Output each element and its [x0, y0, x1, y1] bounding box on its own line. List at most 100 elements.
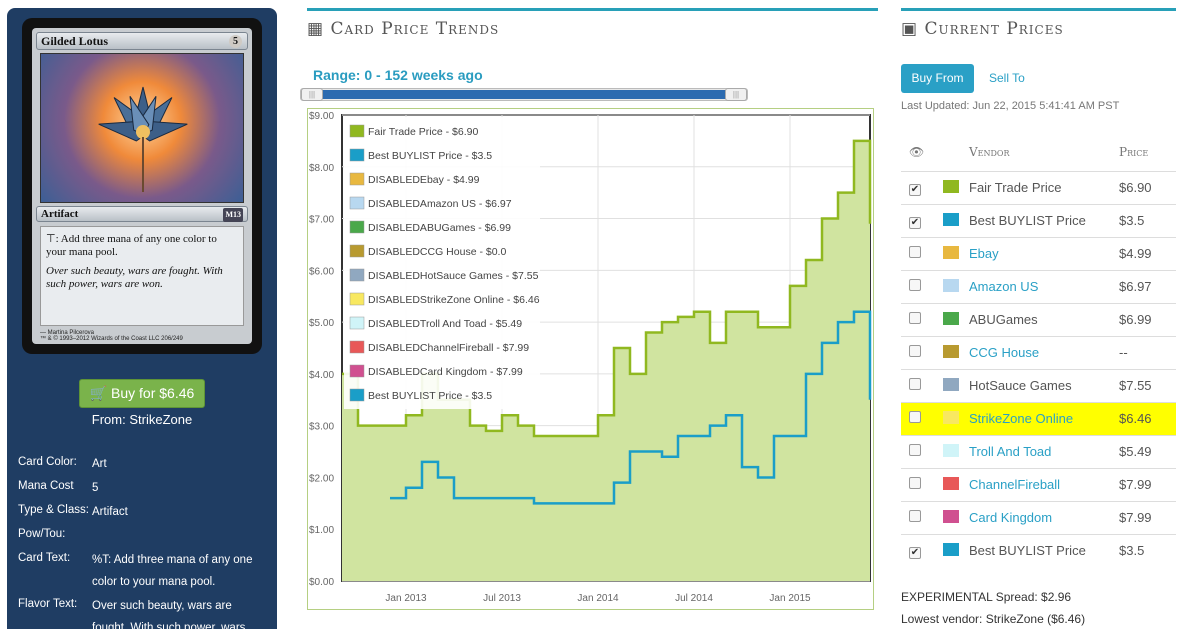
vendor-checkbox-cell [901, 302, 941, 336]
vendor-checkbox[interactable]: ✔ [909, 546, 921, 559]
vendor-checkbox[interactable] [909, 444, 921, 456]
attr-value-text: %T: Add three mana of any one color to y… [92, 554, 253, 588]
attr-label-text: Card Text: [18, 552, 71, 564]
vendor-color-swatch [943, 311, 959, 325]
card-rules-text: ⊤: Add three mana of any one color to yo… [46, 233, 217, 258]
vendor-link[interactable]: CCG House [969, 345, 1040, 360]
vendor-color-swatch [943, 212, 959, 226]
vendor-price: $4.99 [1119, 236, 1176, 270]
vendor-link[interactable]: Ebay [969, 246, 999, 261]
y-tick-label: $6.00 [309, 266, 334, 277]
vendor-link[interactable]: Card Kingdom [969, 510, 1053, 525]
card-copyright: ™ & © 1993–2012 Wizards of the Coast LLC… [40, 336, 183, 342]
legend-swatch [349, 340, 365, 354]
eye-icon: 👁 [909, 145, 925, 160]
card-artist: — Martina Pilcerova [40, 330, 95, 336]
x-tick-label: Jul 2014 [675, 593, 713, 604]
range-slider-right-handle[interactable]: ||| [725, 88, 747, 101]
vendor-name: ABUGames [969, 312, 1038, 327]
vendor-checkbox[interactable] [909, 279, 921, 291]
vendor-checkbox-cell: ✔ [901, 170, 941, 204]
buy-button[interactable]: 🛒 Buy for $6.46 [79, 379, 205, 408]
vendor-checkbox[interactable]: ✔ [909, 183, 921, 196]
buy-from-label: From: StrikeZone [91, 412, 193, 427]
y-tick-label: $7.00 [309, 215, 334, 226]
vendor-link[interactable]: Amazon US [969, 279, 1039, 294]
card-footer: — Martina Pilcerova ™ & © 1993–2012 Wiza… [40, 330, 183, 342]
vendor-link[interactable]: ChannelFireball [969, 477, 1061, 492]
card-type: Artifact [41, 208, 79, 220]
vendor-checkbox[interactable]: ✔ [909, 216, 921, 229]
legend-entry: DISABLEDCCG House - $0.0 [368, 246, 506, 258]
spread-text: EXPERIMENTAL Spread: $2.96 [901, 590, 1072, 604]
vendor-color-cell [941, 203, 969, 237]
range-slider[interactable]: ||| ||| [300, 88, 748, 101]
vendor-color-cell [941, 170, 969, 204]
range-slider-fill [311, 90, 737, 99]
vendor-name-cell: Troll And Toad [969, 434, 1119, 468]
card-title-bar: Gilded Lotus 5 [36, 32, 248, 50]
vendor-row: ✔ Best BUYLIST Price $3.5 [901, 533, 1176, 567]
vendor-checkbox-cell: ✔ [901, 203, 941, 237]
card-panel: Gilded Lotus 5 [7, 8, 277, 629]
vendor-checkbox[interactable] [909, 477, 921, 489]
vendor-name-cell: Best BUYLIST Price [969, 203, 1119, 237]
vendor-color-swatch [943, 278, 959, 292]
vendor-table-body: ✔ Fair Trade Price $6.90 ✔ Best BUYLIST Pric… [901, 170, 1176, 567]
vendor-price: $7.55 [1119, 368, 1176, 402]
price-chart-svg: $0.00 $1.00 $2.00 $3.00 $4.00 $5.00 $6.00 $7.00… [309, 111, 872, 604]
vendor-color-swatch [943, 344, 959, 358]
vendor-checkbox-cell [901, 335, 941, 369]
vendor-row: Amazon US $6.97 [901, 269, 1176, 303]
legend-entry: Best BUYLIST Price - $3.5 [368, 150, 492, 162]
vendor-color-cell [941, 434, 969, 468]
x-tick-label: Jan 2013 [385, 593, 427, 604]
vendor-color-swatch [943, 245, 959, 259]
card-face: Gilded Lotus 5 [32, 28, 252, 344]
legend-swatch [349, 244, 365, 258]
card-image: Gilded Lotus 5 [22, 18, 262, 354]
vendor-row: Troll And Toad $5.49 [901, 434, 1176, 468]
fair-trade-area [342, 140, 870, 581]
last-updated: Last Updated: Jun 22, 2015 5:41:41 AM PS… [901, 100, 1120, 112]
color-column-header [941, 134, 969, 172]
legend-box [344, 117, 540, 409]
legend-entry: DISABLEDAmazon US - $6.97 [368, 198, 512, 210]
vendor-color-swatch [943, 443, 959, 457]
vendor-color-cell [941, 335, 969, 369]
buy-button-label: Buy for $6.46 [111, 385, 195, 401]
vendor-link[interactable]: StrikeZone Online [969, 411, 1074, 426]
vendor-checkbox[interactable] [909, 345, 921, 357]
table-header-row: 👁 Vendor Price [901, 134, 1176, 172]
vendor-price: $7.99 [1119, 500, 1176, 534]
range-label: Range: 0 - 152 weeks ago [313, 67, 483, 83]
card-artwork [40, 53, 244, 203]
attr-label-mana: Mana Cost [18, 480, 74, 492]
vendor-checkbox[interactable] [909, 378, 921, 390]
attr-label-color: Card Color: [18, 456, 77, 468]
legend-entry: DISABLEDCard Kingdom - $7.99 [368, 366, 523, 378]
vendor-checkbox[interactable] [909, 411, 921, 423]
legend-swatch [349, 124, 365, 138]
attr-value-color: Art [92, 458, 107, 470]
sell-to-tab[interactable]: Sell To [989, 71, 1025, 85]
vendor-checkbox[interactable] [909, 510, 921, 522]
buylist-line [390, 310, 872, 505]
vendor-name: HotSauce Games [969, 378, 1072, 393]
legend-entry: DISABLEDHotSauce Games - $7.55 [368, 270, 539, 282]
legend-swatch [349, 316, 365, 330]
vendor-price: $6.97 [1119, 269, 1176, 303]
y-tick-label: $4.00 [309, 370, 334, 381]
legend-entry: DISABLEDChannelFireball - $7.99 [368, 342, 529, 354]
vendor-checkbox[interactable] [909, 312, 921, 324]
y-tick-label: $3.00 [309, 422, 334, 433]
prices-top-rule [901, 8, 1176, 11]
vendor-color-swatch [943, 410, 959, 424]
vendor-row: CCG House -- [901, 335, 1176, 369]
vendor-checkbox-cell: ✔ [901, 533, 941, 567]
vendor-link[interactable]: Troll And Toad [969, 444, 1052, 459]
vendor-name-cell: StrikeZone Online [969, 401, 1119, 435]
range-slider-left-handle[interactable]: ||| [301, 88, 323, 101]
vendor-checkbox[interactable] [909, 246, 921, 258]
buy-from-tab[interactable]: Buy From [901, 64, 974, 93]
